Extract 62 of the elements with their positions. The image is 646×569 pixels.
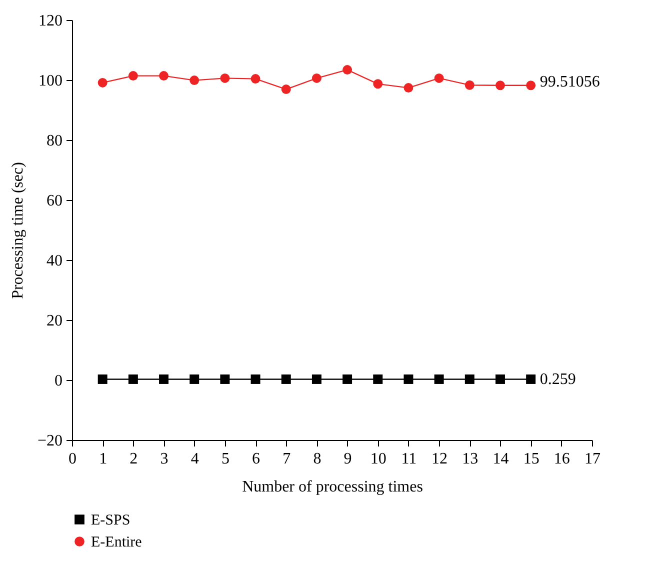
x-tick-label: 10 <box>370 450 386 468</box>
point <box>220 73 230 83</box>
point <box>220 374 230 384</box>
point <box>98 78 108 88</box>
point <box>434 73 444 83</box>
point <box>373 79 383 89</box>
x-tick-label: 16 <box>554 450 570 468</box>
point <box>190 374 200 384</box>
y-axis-title: Processing time (sec) <box>9 162 26 299</box>
x-tick-label: 4 <box>190 450 199 468</box>
x-axis-title: Number of processing times <box>242 478 423 496</box>
point <box>495 80 505 90</box>
x-tick-label: 14 <box>492 450 509 468</box>
point <box>312 73 322 83</box>
point <box>312 374 322 384</box>
point <box>434 374 444 384</box>
y-tick-label: 40 <box>46 252 62 270</box>
point <box>250 374 260 384</box>
y-tick-label: −20 <box>37 432 62 450</box>
point <box>373 374 383 384</box>
y-tick-label: 100 <box>38 72 62 90</box>
point <box>281 84 291 94</box>
point <box>464 80 474 90</box>
point <box>159 374 169 384</box>
y-tick-label: 60 <box>46 192 62 210</box>
point <box>526 374 536 384</box>
point <box>464 374 474 384</box>
x-tick-label: 0 <box>68 450 76 468</box>
x-tick-label: 12 <box>432 450 448 468</box>
x-tick-label: 6 <box>252 450 260 468</box>
x-tick-label: 2 <box>130 450 138 468</box>
annotation: 0.259 <box>540 371 576 388</box>
point <box>128 374 138 384</box>
point <box>526 80 536 90</box>
point <box>342 374 352 384</box>
x-tick-label: 9 <box>344 450 352 468</box>
annotation: 99.51056 <box>540 73 600 90</box>
point <box>159 71 169 81</box>
y-tick-label: 20 <box>46 312 62 330</box>
point <box>404 374 414 384</box>
x-tick-label: 7 <box>282 450 291 468</box>
x-tick-label: 5 <box>221 450 230 468</box>
x-tick-label: 15 <box>523 450 540 468</box>
y-tick-label: 0 <box>54 372 62 390</box>
x-tick-label: 11 <box>401 450 417 468</box>
legend-label: E-SPS <box>91 512 130 528</box>
point <box>98 374 108 384</box>
x-tick-label: 3 <box>160 450 168 468</box>
x-tick-label: 8 <box>313 450 322 468</box>
point <box>250 74 260 84</box>
point <box>495 374 505 384</box>
y-tick-label: 120 <box>38 12 62 30</box>
point <box>128 71 138 81</box>
y-tick-label: 80 <box>46 132 62 150</box>
point <box>190 76 200 86</box>
point <box>342 65 352 75</box>
point <box>404 83 414 93</box>
point <box>281 374 291 384</box>
x-tick-label: 1 <box>99 450 108 468</box>
x-tick-label: 13 <box>462 450 478 468</box>
legend-label: E-Entire <box>91 534 142 550</box>
x-tick-label: 17 <box>584 450 600 468</box>
